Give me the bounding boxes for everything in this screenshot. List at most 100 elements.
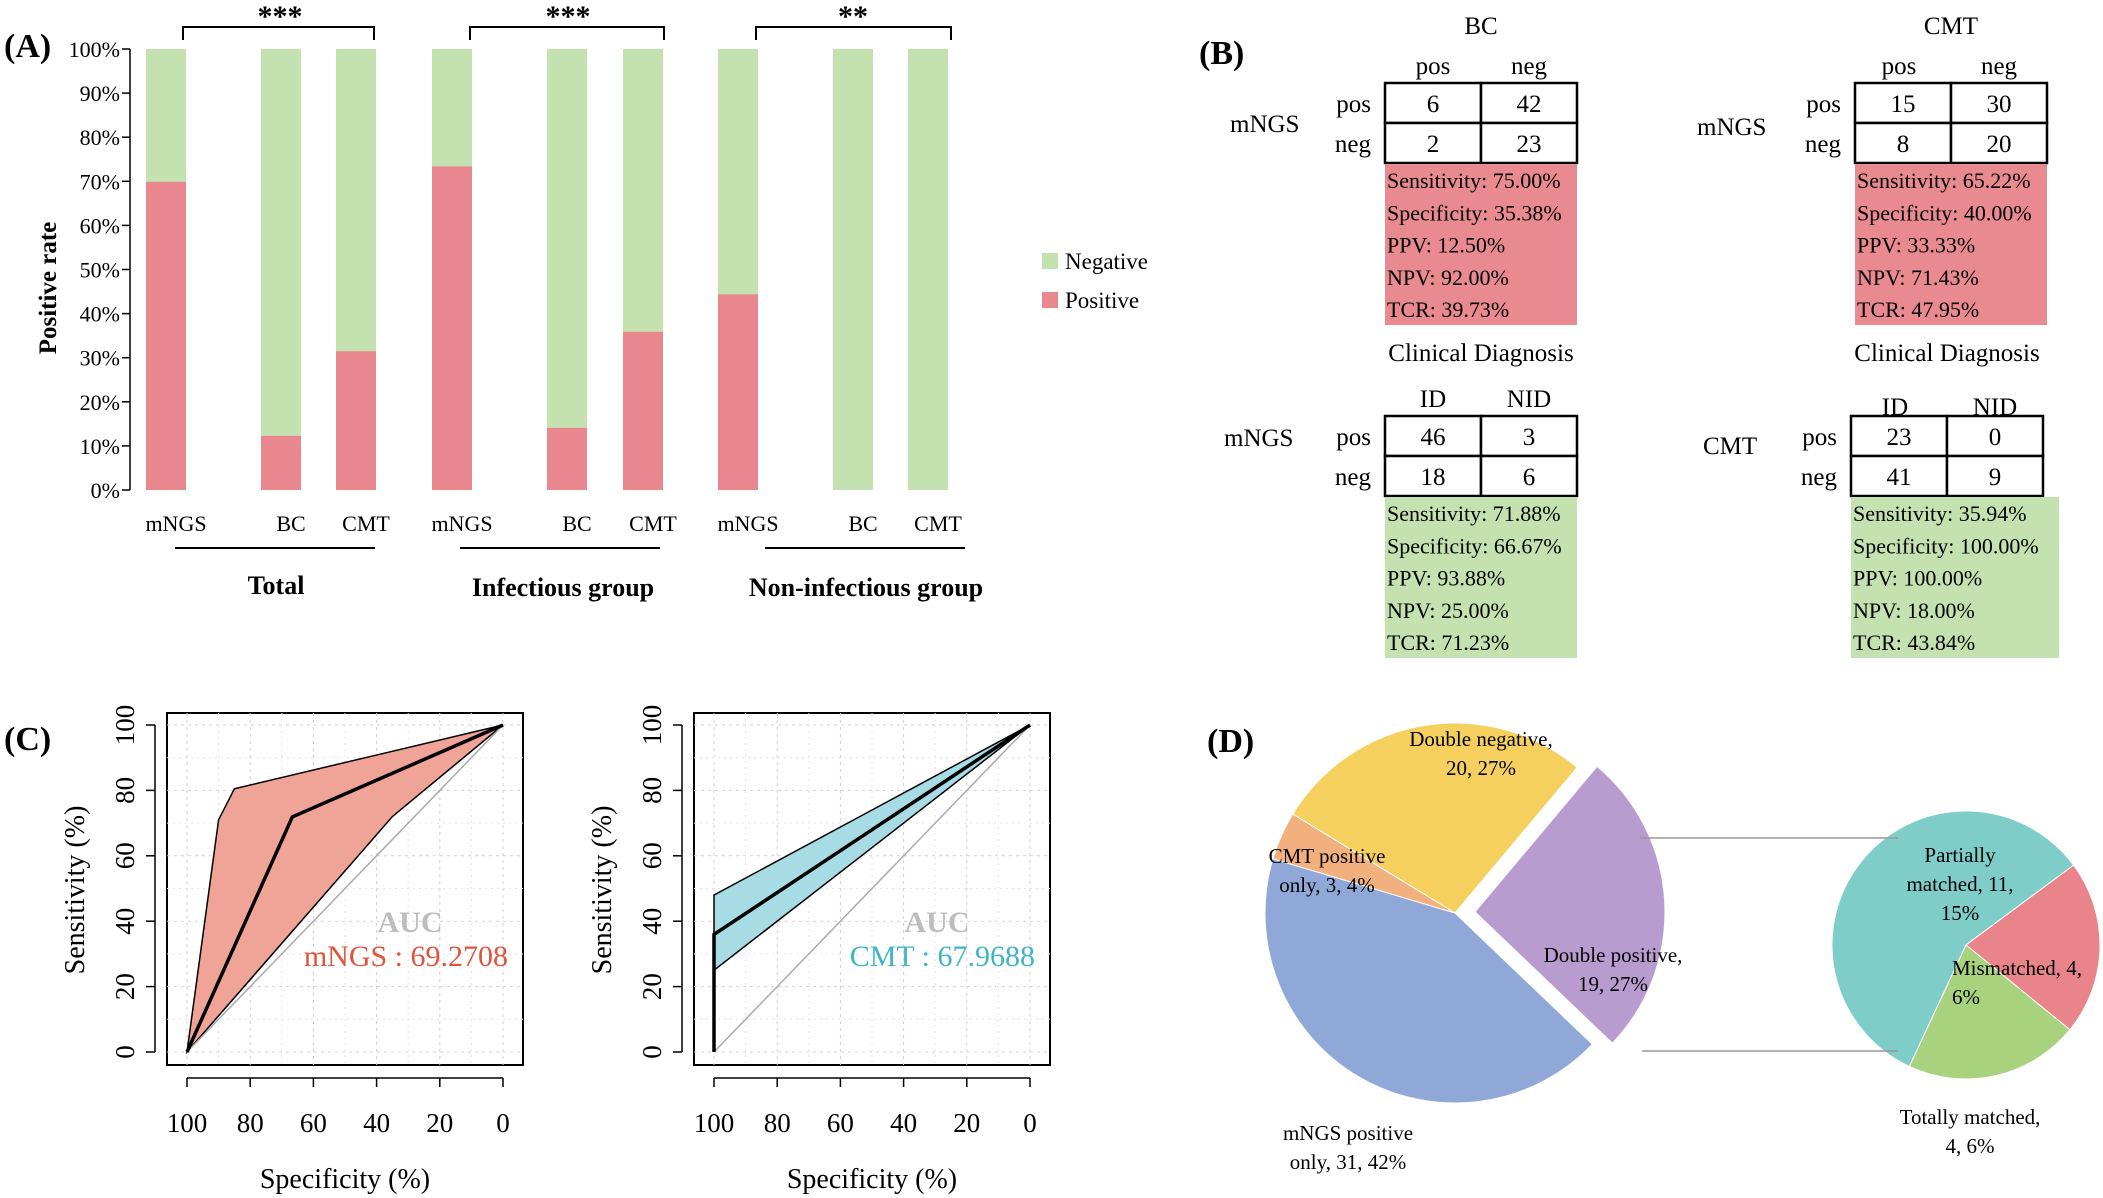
table-cell <box>1383 414 1483 458</box>
label-mismatched: Mismatched, 4, <box>1952 956 2082 980</box>
stat-line: NPV: 18.00% <box>1853 598 1975 623</box>
col-header: pos <box>1882 53 1917 80</box>
row-test-label: mNGS <box>1224 425 1293 452</box>
row-header: neg <box>1335 464 1372 491</box>
pie-double-positive <box>1831 810 2101 1080</box>
bar-positive <box>623 331 663 490</box>
label-double-positive: 19, 27% <box>1578 972 1648 996</box>
roc-plot-mngs: 0 20 40 60 80 100 100 80 60 40 20 0 Specificity (%) S… <box>60 705 524 1195</box>
row-test-label: mNGS <box>1697 114 1766 141</box>
cell-value: 23 <box>1517 131 1542 158</box>
pie-slice-double-positive <box>1474 765 1666 1044</box>
bar-positive <box>547 427 587 490</box>
roc-xlabel: Specificity (%) <box>260 1164 430 1195</box>
roc-x-tick-label: 0 <box>496 1108 510 1138</box>
col-header: NID <box>1507 386 1551 413</box>
bar-negative <box>547 49 587 428</box>
stat-line: Specificity: 35.38% <box>1387 200 1562 225</box>
bar-negative <box>261 49 301 436</box>
stats-box <box>1851 497 2059 658</box>
sig-bracket-total <box>182 26 375 40</box>
label-double-negative: Double negative, <box>1409 727 1552 751</box>
roc-x-tick-label: 100 <box>694 1108 735 1138</box>
stat-line: TCR: 43.84% <box>1853 630 1975 655</box>
stat-line: NPV: 25.00% <box>1387 598 1509 623</box>
bar-positive <box>336 351 376 490</box>
sig-total: *** <box>258 0 303 33</box>
table-cell <box>1849 454 1949 498</box>
roc-y-tick-label: 0 <box>110 1045 140 1059</box>
row-header: neg <box>1801 464 1838 491</box>
roc-auc-value: mNGS : 69.2708 <box>304 940 508 973</box>
label-mngs-only: only, 31, 42% <box>1290 1150 1406 1174</box>
roc-y-tick-label: 100 <box>637 705 667 746</box>
col-header: neg <box>1511 53 1548 80</box>
stat-line: PPV: 12.50% <box>1387 233 1505 258</box>
table-cell <box>1853 81 1953 125</box>
legend-label-negative: Negative <box>1065 249 1148 274</box>
cell-value: 46 <box>1421 424 1446 451</box>
stat-line: PPV: 100.00% <box>1853 566 1982 591</box>
roc-y-tick-label: 80 <box>110 777 140 804</box>
cell-value: 41 <box>1887 464 1912 491</box>
label-cmt-only: only, 3, 4% <box>1279 873 1374 897</box>
label-partially: Partially <box>1924 843 1996 867</box>
roc-y-tick-label: 0 <box>637 1045 667 1059</box>
bar-positive <box>146 181 186 490</box>
roc-ylabel: Sensitivity (%) <box>587 806 618 975</box>
stat-line: Sensitivity: 71.88% <box>1387 501 1561 526</box>
panel-d-label: (D) <box>1207 723 1254 760</box>
y-tick-label: 50% <box>80 258 120 283</box>
roc-x-tick-label: 80 <box>764 1108 791 1138</box>
panel-a-ylabel: Positive rate <box>35 222 62 355</box>
x-tick-label: BC <box>562 511 591 536</box>
row-test-label: CMT <box>1703 433 1757 460</box>
roc-auc-label: AUC <box>905 906 970 939</box>
cell-value: 23 <box>1887 424 1912 451</box>
panel-b-label: (B) <box>1199 35 1244 72</box>
panel-a-bars <box>146 49 948 490</box>
row-header: pos <box>1802 424 1837 451</box>
bar-negative <box>432 49 472 167</box>
roc-x-tick-label: 80 <box>237 1108 264 1138</box>
pie-slice-totally <box>1908 944 2071 1080</box>
bar-negative <box>718 49 758 295</box>
bar-negative <box>336 49 376 352</box>
panel-a: (A) Positive rate 0% 10% 20% 30% 40% 50% 60% 70… <box>4 0 1148 602</box>
row-header: neg <box>1805 131 1842 158</box>
roc-y-tick-label: 20 <box>637 973 667 1000</box>
table-title: Clinical Diagnosis <box>1388 340 1573 367</box>
cell-value: 8 <box>1897 131 1910 158</box>
bar-negative <box>833 49 873 490</box>
panel-c: (C) 0 20 40 60 80 100 100 80 60 40 20 0 Specificity … <box>4 705 1051 1195</box>
pie-slice-mngs-only <box>1264 858 1594 1104</box>
stat-line: NPV: 92.00% <box>1387 265 1509 290</box>
label-partially: 15% <box>1941 901 1980 925</box>
stat-line: TCR: 39.73% <box>1387 297 1509 322</box>
legend-swatch-positive <box>1042 292 1058 308</box>
roc-y-tick-label: 40 <box>637 908 667 935</box>
roc-y-tick-label: 80 <box>637 777 667 804</box>
roc-x-tick-label: 20 <box>426 1108 453 1138</box>
cell-value: 15 <box>1891 91 1916 118</box>
table-cell <box>1479 454 1579 498</box>
stat-line: TCR: 47.95% <box>1857 297 1979 322</box>
group-label-noninfectious: Non-infectious group <box>749 573 983 602</box>
table-cell <box>1849 414 1949 458</box>
panel-a-xticks: mNGS BC CMT mNGS BC CMT mNGS BC CMT <box>145 511 962 536</box>
roc-x-tick-label: 0 <box>1023 1108 1037 1138</box>
pie-slice-cmt-only <box>1272 813 1456 914</box>
bar-positive <box>718 294 758 490</box>
roc-y-tick-label: 100 <box>110 705 140 746</box>
cell-value: 0 <box>1989 424 2002 451</box>
x-tick-label: BC <box>848 511 877 536</box>
col-header: neg <box>1981 53 2018 80</box>
stat-line: Specificity: 40.00% <box>1857 200 2032 225</box>
y-tick-label: 100% <box>69 37 120 62</box>
row-header: pos <box>1336 424 1371 451</box>
table-cell <box>1479 81 1579 125</box>
legend-label-positive: Positive <box>1065 288 1139 313</box>
label-double-negative: 20, 27% <box>1446 756 1516 780</box>
table-cell <box>1479 121 1579 165</box>
